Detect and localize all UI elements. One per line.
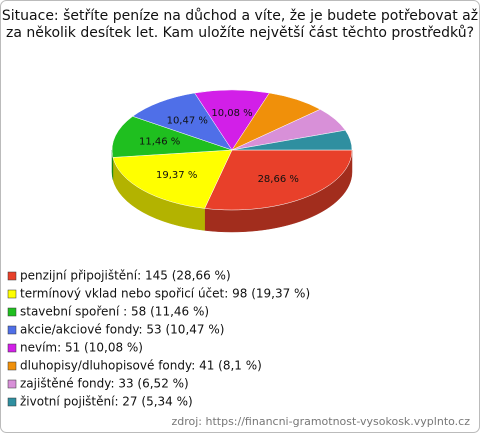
slice bbox=[132, 92, 233, 151]
source: zdroj: https://financni-gramotnost-vysok… bbox=[171, 415, 470, 428]
legend-swatch bbox=[7, 361, 17, 371]
slice bbox=[231, 129, 353, 151]
slice-label: 10,08 % bbox=[211, 108, 252, 119]
legend-label: životní pojištění: 27 (5,34 %) bbox=[20, 395, 193, 409]
slice bbox=[204, 149, 353, 211]
slice-label: 19,37 % bbox=[156, 170, 197, 181]
legend-swatch bbox=[7, 307, 17, 317]
legend-label: nevím: 51 (10,08 %) bbox=[20, 341, 143, 355]
chart-title: za několik desítek let. Kam uložíte nejv… bbox=[6, 25, 474, 41]
legend-swatch bbox=[7, 397, 17, 407]
legend-swatch bbox=[7, 343, 17, 353]
legend-swatch bbox=[7, 289, 17, 299]
slice-label: 10,47 % bbox=[167, 115, 208, 126]
slice-label: 11,46 % bbox=[139, 136, 180, 147]
legend-label: stavební spoření : 58 (11,46 %) bbox=[20, 305, 209, 319]
slice-label: 28,66 % bbox=[258, 174, 299, 185]
legend-swatch bbox=[7, 271, 17, 281]
legend-swatch bbox=[7, 379, 17, 389]
legend-label: dluhopisy/dluhopisové fondy: 41 (8,1 %) bbox=[20, 359, 262, 373]
slice bbox=[111, 116, 233, 158]
legend-label: zajištěné fondy: 33 (6,52 %) bbox=[20, 377, 189, 391]
chart-title: Situace: šetříte peníze na důchod a víte… bbox=[2, 8, 478, 24]
legend-label: termínový vklad nebo spořicí účet: 98 (1… bbox=[20, 287, 310, 301]
legend-label: penzijní připojištění: 145 (28,66 %) bbox=[20, 269, 231, 283]
legend-swatch bbox=[7, 325, 17, 335]
slice bbox=[112, 149, 233, 209]
slice bbox=[194, 89, 270, 151]
legend-label: akcie/akciové fondy: 53 (10,47 %) bbox=[20, 323, 224, 337]
